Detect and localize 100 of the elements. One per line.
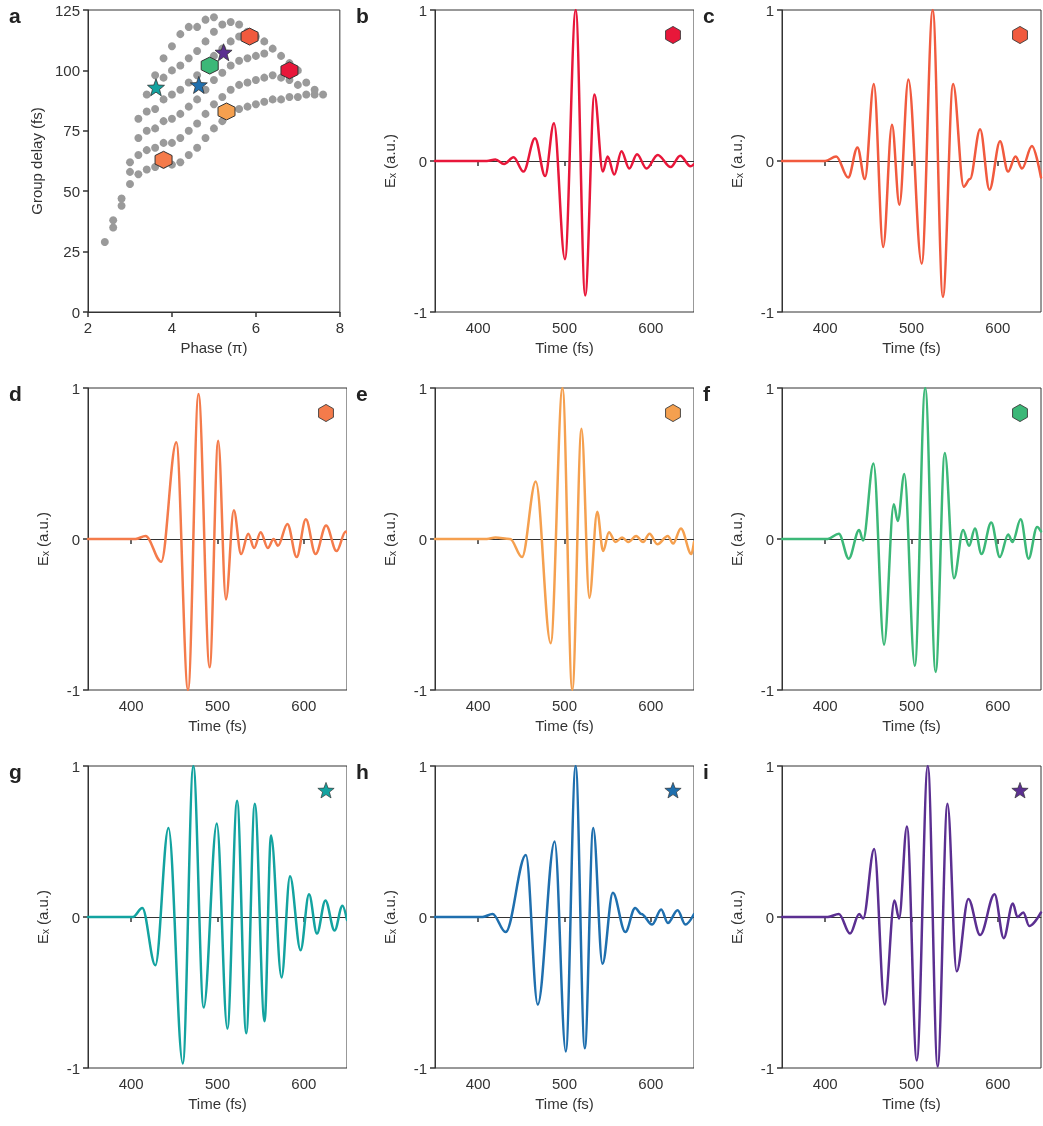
x-tick-label: 500: [551, 319, 578, 336]
y-tick-label: 0: [71, 530, 80, 548]
x-axis-title: Time (fs): [882, 716, 941, 734]
x-tick-label: 500: [204, 1075, 231, 1092]
chart-title: g: [9, 760, 22, 783]
x-tick-label: 400: [812, 697, 838, 714]
y-tick-label: 1: [418, 1, 427, 19]
y-tick-label: 1: [71, 379, 80, 397]
x-tick-label: 400: [118, 1075, 144, 1092]
x-tick-label: 400: [465, 319, 491, 336]
x-tick-label: 500: [204, 697, 231, 714]
y-tick-label: 0: [765, 530, 774, 548]
chart-title: a: [9, 4, 21, 27]
y-tick-label: 1: [418, 757, 427, 775]
y-tick-label: -1: [413, 1059, 427, 1077]
x-tick-label: 8: [335, 319, 344, 336]
x-tick-label: 400: [118, 697, 144, 714]
y-tick-label: 0: [765, 152, 774, 170]
x-tick-label: 600: [985, 697, 1011, 714]
line-series: [86, 764, 347, 1065]
chart-title: d: [9, 382, 22, 405]
point: [189, 76, 208, 94]
y-tick-label: 50: [63, 182, 80, 200]
y-tick-label: 0: [418, 908, 427, 926]
x-axis-title: Time (fs): [188, 716, 247, 734]
x-tick-label: 600: [291, 1075, 317, 1092]
point: [240, 27, 259, 46]
y-tick-label: 0: [765, 908, 774, 926]
chart-title: b: [356, 4, 369, 27]
point: [200, 56, 219, 75]
y-axis-title: Eₓ (a.u.): [381, 511, 398, 567]
chart-title: e: [356, 382, 368, 405]
x-tick-label: 600: [638, 697, 664, 714]
line-series: [433, 764, 694, 1053]
x-axis-title: Time (fs): [882, 1094, 941, 1112]
y-tick-label: 0: [418, 530, 427, 548]
y-tick-label: 100: [54, 61, 80, 79]
y-axis-title: Group delay (fs): [28, 107, 46, 215]
y-tick-label: -1: [66, 1059, 80, 1077]
x-tick-label: 500: [898, 697, 925, 714]
x-axis-title: Phase (π): [180, 338, 248, 356]
line-series: [780, 764, 1043, 1068]
x-tick-label: 600: [985, 319, 1011, 336]
x-axis-title: Time (fs): [882, 338, 941, 356]
point: [217, 102, 236, 121]
x-axis-title: Time (fs): [535, 716, 594, 734]
y-tick-label: -1: [413, 303, 427, 321]
y-tick-label: -1: [413, 681, 427, 699]
point: [154, 150, 173, 169]
line-series: [86, 392, 347, 692]
x-tick-label: 2: [83, 319, 93, 336]
x-axis-title: Time (fs): [535, 338, 594, 356]
y-tick-label: 1: [71, 757, 80, 775]
y-tick-label: -1: [760, 1059, 774, 1077]
x-axis-title: Time (fs): [188, 1094, 247, 1112]
y-axis-title: Eₓ (a.u.): [728, 511, 745, 567]
x-axis-title: Time (fs): [535, 1094, 594, 1112]
y-tick-label: 0: [71, 908, 80, 926]
y-tick-label: 1: [765, 1, 774, 19]
y-tick-label: 0: [71, 303, 80, 321]
y-tick-label: 0: [418, 152, 427, 170]
y-tick-label: 1: [765, 379, 774, 397]
y-axis-title: Eₓ (a.u.): [381, 889, 398, 945]
x-tick-label: 500: [551, 697, 578, 714]
chart-title: c: [703, 4, 715, 27]
x-tick-label: 600: [638, 1075, 664, 1092]
y-axis-title: Eₓ (a.u.): [34, 511, 51, 567]
x-tick-label: 400: [812, 319, 838, 336]
y-tick-label: -1: [760, 681, 774, 699]
line-series: [780, 386, 1043, 674]
x-tick-label: 400: [465, 697, 491, 714]
line-series: [780, 8, 1043, 299]
x-tick-label: 500: [898, 319, 925, 336]
point: [147, 78, 165, 97]
point: [214, 43, 233, 62]
point: [280, 61, 299, 80]
x-tick-label: 500: [898, 1075, 925, 1092]
y-tick-label: 1: [765, 757, 774, 775]
y-axis-title: Eₓ (a.u.): [728, 133, 745, 189]
y-tick-label: 125: [54, 1, 80, 19]
y-axis-title: Eₓ (a.u.): [728, 889, 745, 945]
x-tick-label: 6: [251, 319, 261, 336]
y-axis-title: Eₓ (a.u.): [34, 889, 51, 945]
x-tick-label: 400: [812, 1075, 838, 1092]
x-tick-label: 600: [638, 319, 664, 336]
y-tick-label: -1: [760, 303, 774, 321]
chart-title: f: [703, 382, 711, 405]
y-tick-label: 1: [418, 379, 427, 397]
x-tick-label: 600: [985, 1075, 1011, 1092]
line-series: [433, 8, 694, 297]
line-series: [433, 386, 694, 692]
y-tick-label: 75: [63, 122, 80, 140]
y-tick-label: 25: [63, 243, 80, 261]
x-tick-label: 400: [465, 1075, 491, 1092]
y-axis-title: Eₓ (a.u.): [381, 133, 398, 189]
y-tick-label: -1: [66, 681, 80, 699]
x-tick-label: 4: [167, 319, 177, 336]
x-tick-label: 600: [291, 697, 317, 714]
chart-title: i: [703, 760, 709, 783]
chart-title: h: [356, 760, 369, 783]
